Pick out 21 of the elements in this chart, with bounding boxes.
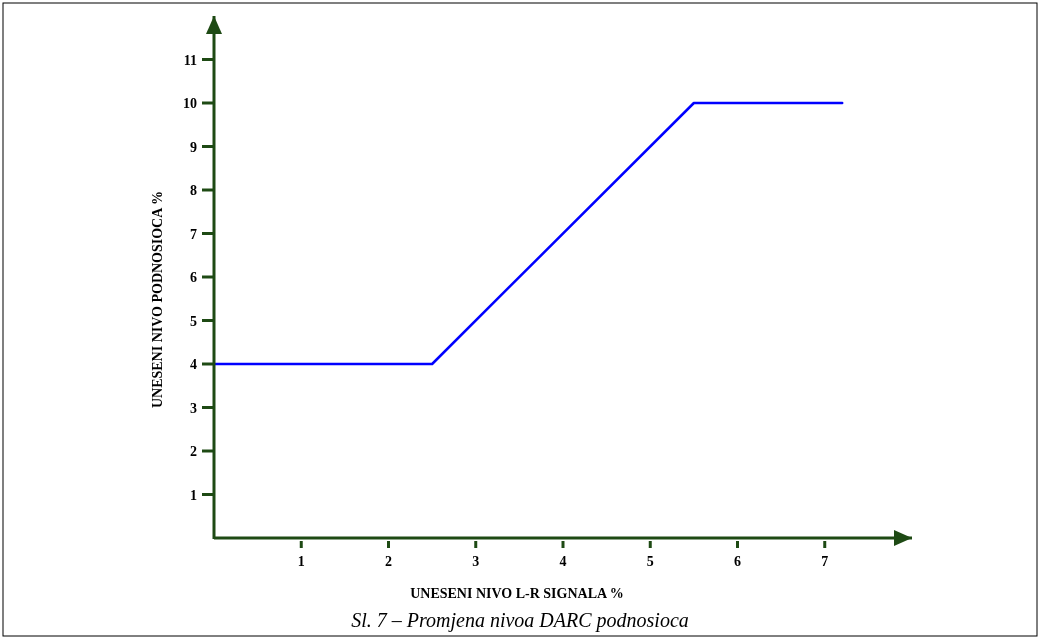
x-tick-label: 7: [821, 554, 829, 569]
y-tick-label: 6: [190, 270, 197, 285]
y-tick-label: 3: [190, 400, 197, 416]
y-tick-label: 5: [190, 313, 197, 329]
y-tick-label: 9: [190, 139, 197, 155]
x-tick-label: 6: [734, 554, 741, 569]
y-tick-label: 1: [190, 487, 197, 503]
y-tick-label: 11: [183, 52, 197, 68]
text: Sl. 7 – Promjena nivoa DARC podnosioca: [351, 609, 689, 632]
x-tick-label: 4: [559, 554, 567, 569]
y-axis-title: UNESENI NIVO PODNOSIOCA %: [150, 190, 165, 409]
y-tick-label: 10: [183, 96, 197, 111]
y-tick-label: 2: [190, 444, 197, 459]
x-tick-label: 3: [472, 554, 480, 569]
y-tick-label: 4: [190, 357, 197, 372]
x-tick-label: 2: [385, 554, 392, 569]
x-tick-label: 1: [297, 554, 305, 569]
x-tick-label: 5: [646, 554, 654, 569]
y-tick-label: 7: [190, 226, 197, 242]
x-axis-title: UNESENI NIVO L-R SIGNALA %: [410, 586, 624, 601]
y-tick-label: 8: [190, 183, 197, 198]
